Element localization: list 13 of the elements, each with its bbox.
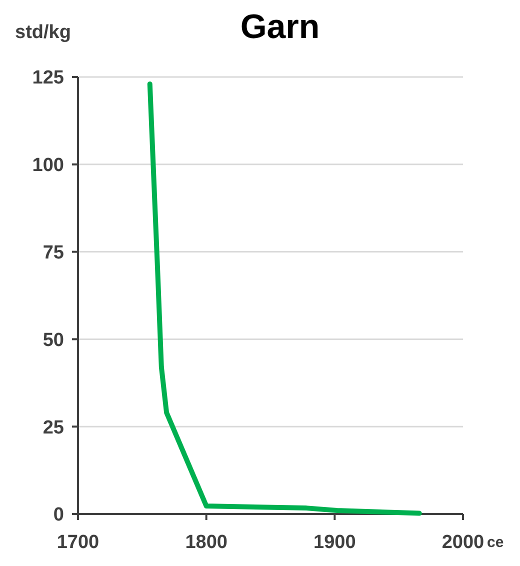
y-tick-label: 100 <box>32 155 64 176</box>
y-axis-title: std/kg <box>15 22 71 43</box>
x-tick-label: 1900 <box>314 532 356 553</box>
x-axis-title: ce <box>487 534 504 551</box>
y-tick-label: 25 <box>42 417 64 438</box>
chart-title: Garn <box>240 8 320 46</box>
x-tick-label: 1800 <box>185 532 228 553</box>
x-tick-label: 2000 <box>442 532 484 553</box>
y-tick-label: 0 <box>53 504 64 526</box>
y-tick-label: 50 <box>42 330 64 351</box>
y-tick-label: 75 <box>42 242 64 264</box>
y-tick-label: 125 <box>32 68 64 89</box>
x-tick-label: 1700 <box>56 532 100 553</box>
